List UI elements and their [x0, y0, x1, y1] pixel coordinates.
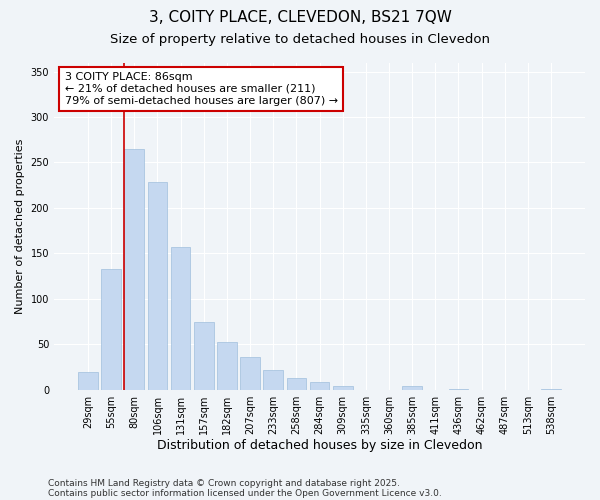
Bar: [217, 342, 237, 390]
Bar: [194, 322, 214, 390]
Bar: [333, 386, 353, 390]
Bar: [240, 357, 260, 390]
Bar: [287, 378, 306, 390]
Bar: [78, 372, 98, 390]
Text: Contains HM Land Registry data © Crown copyright and database right 2025.: Contains HM Land Registry data © Crown c…: [48, 478, 400, 488]
X-axis label: Distribution of detached houses by size in Clevedon: Distribution of detached houses by size …: [157, 440, 482, 452]
Text: 3, COITY PLACE, CLEVEDON, BS21 7QW: 3, COITY PLACE, CLEVEDON, BS21 7QW: [149, 10, 451, 25]
Bar: [148, 182, 167, 390]
Text: Contains public sector information licensed under the Open Government Licence v3: Contains public sector information licen…: [48, 488, 442, 498]
Y-axis label: Number of detached properties: Number of detached properties: [15, 138, 25, 314]
Bar: [402, 386, 422, 390]
Bar: [541, 389, 561, 390]
Bar: [263, 370, 283, 390]
Bar: [171, 247, 190, 390]
Text: Size of property relative to detached houses in Clevedon: Size of property relative to detached ho…: [110, 32, 490, 46]
Bar: [101, 269, 121, 390]
Bar: [124, 149, 144, 390]
Text: 3 COITY PLACE: 86sqm
← 21% of detached houses are smaller (211)
79% of semi-deta: 3 COITY PLACE: 86sqm ← 21% of detached h…: [65, 72, 338, 106]
Bar: [310, 382, 329, 390]
Bar: [449, 389, 468, 390]
